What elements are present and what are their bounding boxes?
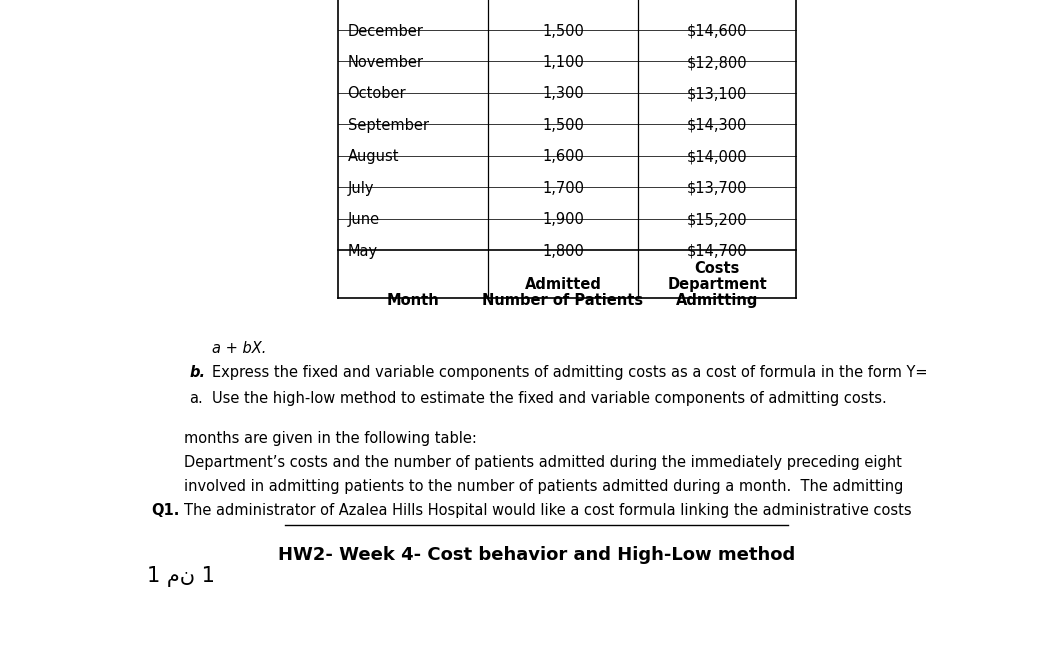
Text: Number of Patients: Number of Patients xyxy=(483,293,644,308)
Text: September: September xyxy=(348,118,428,133)
Text: July: July xyxy=(348,181,374,196)
Text: $14,300: $14,300 xyxy=(687,118,748,133)
Text: involved in admitting patients to the number of patients admitted during a month: involved in admitting patients to the nu… xyxy=(183,479,903,494)
Text: 1 من 1: 1 من 1 xyxy=(147,566,215,587)
Text: HW2- Week 4- Cost behavior and High-Low method: HW2- Week 4- Cost behavior and High-Low … xyxy=(277,546,796,564)
Text: months are given in the following table:: months are given in the following table: xyxy=(183,431,476,446)
Text: a + bX.: a + bX. xyxy=(211,341,266,357)
Text: August: August xyxy=(348,150,399,164)
Text: $14,700: $14,700 xyxy=(687,244,748,259)
Text: a.: a. xyxy=(190,391,203,406)
Text: $12,800: $12,800 xyxy=(687,55,748,70)
Text: The administrator of Azalea Hills Hospital would like a cost formula linking the: The administrator of Azalea Hills Hospit… xyxy=(183,503,911,518)
Text: Department’s costs and the number of patients admitted during the immediately pr: Department’s costs and the number of pat… xyxy=(183,455,901,470)
Text: b.: b. xyxy=(190,365,205,380)
Text: Department: Department xyxy=(667,277,767,292)
Text: Use the high-low method to estimate the fixed and variable components of admitti: Use the high-low method to estimate the … xyxy=(211,391,887,406)
Text: Admitted: Admitted xyxy=(525,277,601,292)
Text: June: June xyxy=(348,212,380,227)
Text: $15,200: $15,200 xyxy=(687,212,748,227)
Text: Admitting: Admitting xyxy=(676,293,758,308)
Text: $14,600: $14,600 xyxy=(687,24,748,39)
Text: $14,000: $14,000 xyxy=(687,150,748,164)
Text: October: October xyxy=(348,86,406,101)
Text: Q1.: Q1. xyxy=(151,503,179,518)
Text: 1,900: 1,900 xyxy=(542,212,584,227)
Text: 1,700: 1,700 xyxy=(542,181,584,196)
Text: $13,100: $13,100 xyxy=(687,86,748,101)
Text: December: December xyxy=(348,24,423,39)
Text: May: May xyxy=(348,244,378,259)
Text: $13,700: $13,700 xyxy=(687,181,748,196)
Text: Month: Month xyxy=(386,293,440,308)
Text: Costs: Costs xyxy=(694,261,740,275)
Text: 1,100: 1,100 xyxy=(542,55,584,70)
Text: 1,600: 1,600 xyxy=(542,150,584,164)
Text: 1,300: 1,300 xyxy=(542,86,584,101)
Text: 1,800: 1,800 xyxy=(542,244,584,259)
Text: 1,500: 1,500 xyxy=(542,24,584,39)
Text: November: November xyxy=(348,55,424,70)
Text: Express the fixed and variable components of admitting costs as a cost of formul: Express the fixed and variable component… xyxy=(211,365,928,380)
Text: 1,500: 1,500 xyxy=(542,118,584,133)
